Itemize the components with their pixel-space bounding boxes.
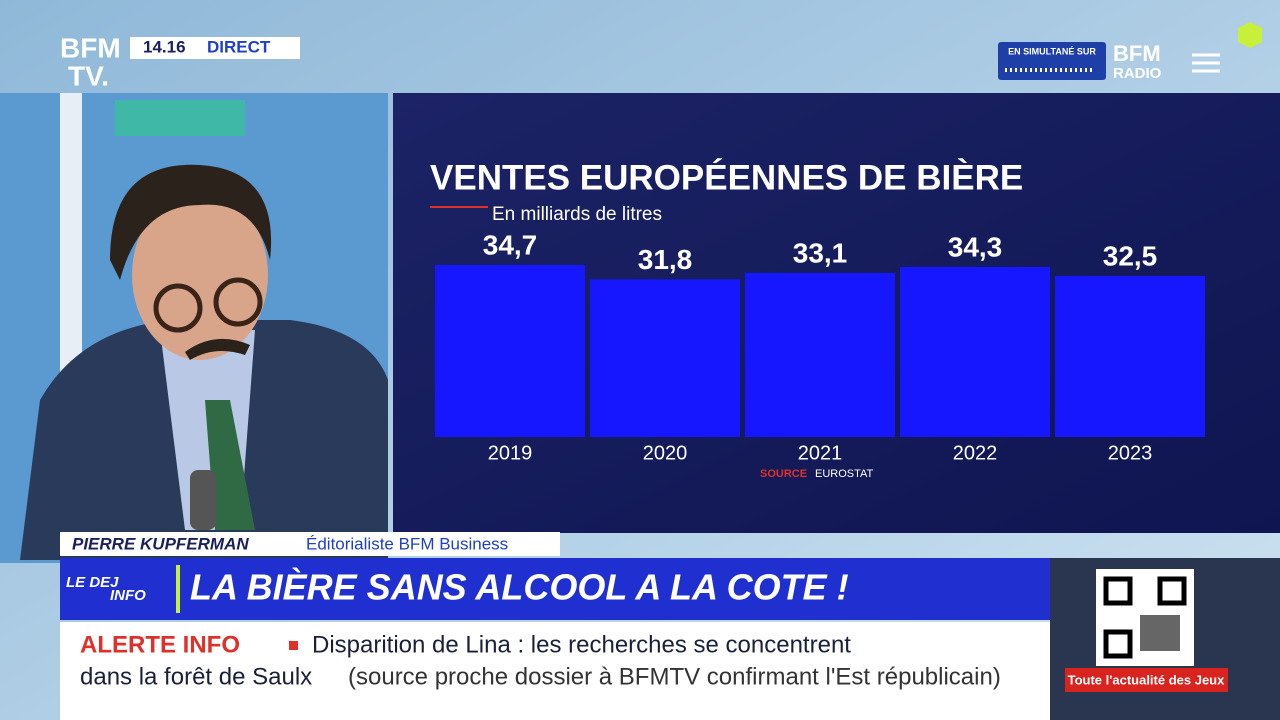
ticker-line: Disparition de Lina : les recherches se … bbox=[312, 631, 851, 658]
simulcast-label: EN SIMULTANÉ SUR bbox=[1008, 46, 1096, 56]
channel-logo: BFM bbox=[60, 32, 121, 63]
x-tick-label: 2019 bbox=[488, 442, 533, 464]
x-tick-label: 2021 bbox=[798, 442, 843, 464]
value-label: 34,7 bbox=[483, 229, 538, 260]
separator bbox=[176, 565, 180, 613]
qr-code bbox=[1157, 576, 1187, 606]
guest-role: Éditorialiste BFM Business bbox=[306, 534, 508, 553]
live-badge bbox=[130, 37, 300, 59]
bar bbox=[900, 266, 1050, 437]
show-logo: LE DEJ bbox=[66, 574, 119, 591]
menu-icon bbox=[1192, 53, 1220, 73]
qr-code bbox=[1140, 615, 1180, 651]
channel-logo: TV. bbox=[68, 60, 109, 91]
ticker-line: dans la forêt de Saulx bbox=[80, 663, 312, 690]
alert-tag: ALERTE INFO bbox=[80, 631, 240, 658]
name-strap bbox=[60, 532, 560, 556]
presenter-tie bbox=[205, 400, 255, 530]
headline-strap bbox=[60, 558, 1050, 620]
alert-square bbox=[289, 641, 298, 650]
qr-code bbox=[1103, 629, 1133, 659]
x-tick-label: 2020 bbox=[643, 442, 688, 464]
promo-badge bbox=[1065, 668, 1228, 692]
ticker-note: (source proche dossier à BFMTV confirman… bbox=[348, 663, 1001, 690]
hex-decor bbox=[1238, 22, 1262, 48]
chart-title: VENTES EUROPÉENNES DE BIÈRE bbox=[430, 157, 1023, 197]
glasses bbox=[213, 277, 263, 327]
show-logo: INFO bbox=[110, 587, 146, 604]
chart: VENTES EUROPÉENNES DE BIÈRE En milliards… bbox=[430, 157, 1205, 480]
bar bbox=[435, 265, 585, 437]
source: EUROSTAT bbox=[815, 468, 874, 480]
microphone bbox=[190, 470, 216, 530]
promo-label: Toute l'actualité des Jeux bbox=[1068, 672, 1226, 687]
radio-logo: BFM bbox=[1113, 41, 1161, 66]
studio-decor bbox=[115, 100, 245, 136]
presenter-hair bbox=[110, 164, 272, 280]
value-label: 33,1 bbox=[793, 237, 848, 268]
value-label: 31,8 bbox=[638, 244, 693, 275]
source-label: SOURCE bbox=[760, 468, 807, 480]
qr-code bbox=[1103, 576, 1133, 606]
headline: LA BIÈRE SANS ALCOOL A LA COTE ! bbox=[190, 567, 849, 608]
moustache bbox=[185, 338, 250, 360]
presenter-face bbox=[132, 190, 268, 360]
live-label: DIRECT bbox=[207, 37, 271, 56]
value-label: 32,5 bbox=[1103, 240, 1158, 271]
ticker bbox=[60, 622, 1050, 720]
x-tick-label: 2023 bbox=[1108, 442, 1153, 464]
bar bbox=[745, 272, 895, 437]
bar bbox=[590, 279, 740, 437]
glasses bbox=[153, 283, 203, 333]
radio-logo: RADIO bbox=[1113, 65, 1162, 82]
clock: 14.16 bbox=[143, 37, 186, 56]
chart-subtitle: En milliards de litres bbox=[492, 204, 662, 225]
value-label: 34,3 bbox=[948, 231, 1003, 262]
x-tick-label: 2022 bbox=[953, 442, 998, 464]
guest-name: PIERRE KUPFERMAN bbox=[72, 534, 249, 553]
bar bbox=[1055, 275, 1205, 437]
